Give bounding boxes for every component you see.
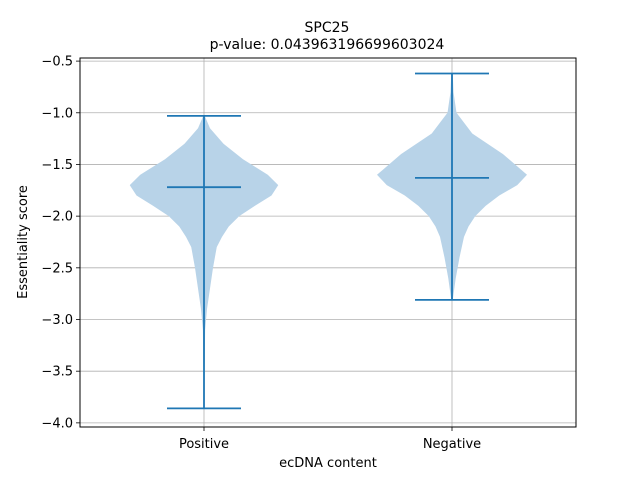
x-tick-label: Negative bbox=[423, 437, 481, 452]
y-tick-label: −0.5 bbox=[41, 55, 73, 70]
x-axis: Positive Negative bbox=[179, 427, 481, 452]
y-tick-label: −3.5 bbox=[41, 365, 73, 380]
x-tick-label: Positive bbox=[179, 437, 229, 452]
x-axis-label: ecDNA content bbox=[279, 456, 377, 471]
plot-frame bbox=[79, 57, 577, 428]
y-tick-label: −2.5 bbox=[41, 261, 73, 276]
chart-subtitle: p-value: 0.043963196699603024 bbox=[210, 37, 445, 53]
violin-group bbox=[129, 72, 527, 410]
chart-title: SPC25 bbox=[305, 20, 350, 36]
grid-lines bbox=[80, 58, 576, 427]
y-axis: −0.5 −1.0 −1.5 −2.0 −2.5 −3.0 −3.5 −4.0 bbox=[41, 55, 80, 431]
y-tick-label: −1.5 bbox=[41, 158, 73, 173]
y-tick-label: −2.0 bbox=[41, 210, 73, 225]
y-tick-label: −4.0 bbox=[41, 416, 73, 431]
y-tick-label: −3.0 bbox=[41, 313, 73, 328]
y-axis-label: Essentiality score bbox=[16, 185, 31, 299]
y-tick-label: −1.0 bbox=[41, 106, 73, 121]
